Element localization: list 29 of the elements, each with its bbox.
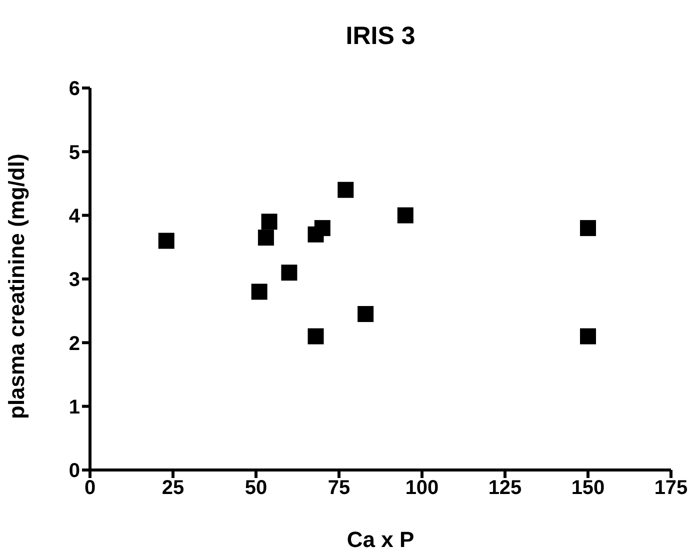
x-tick-label: 75 (328, 477, 350, 500)
point (281, 264, 298, 281)
x-axis-title: Ca x P (346, 527, 414, 552)
x-tick-label: 125 (488, 477, 522, 500)
y-tick-label: 1 (68, 396, 80, 418)
x-tick-label: 175 (654, 477, 688, 500)
point (261, 214, 278, 230)
point (158, 232, 174, 249)
point (338, 182, 354, 198)
y-tick-label: 5 (68, 142, 80, 164)
x-tick-label: 0 (84, 477, 96, 500)
y-axis-title: plasma creatinine (mg/dl) (4, 154, 29, 419)
point (580, 220, 596, 236)
x-tick-label: 150 (571, 477, 605, 500)
y-tick-label: 2 (68, 332, 80, 355)
point (258, 230, 274, 246)
y-tick-label: 4 (68, 205, 81, 228)
y-tick-label: 3 (68, 269, 80, 292)
chart-title: IRIS 3 (344, 22, 416, 51)
point (397, 207, 414, 224)
x-tick-label: 25 (162, 477, 184, 500)
point (580, 328, 596, 344)
point (251, 284, 268, 300)
x-tick-label: 50 (244, 477, 268, 500)
y-tick-label: 6 (68, 78, 80, 100)
point (358, 306, 374, 322)
x-tick-label: 100 (405, 477, 439, 500)
point (308, 328, 324, 344)
y-tick-label: 0 (68, 460, 80, 482)
